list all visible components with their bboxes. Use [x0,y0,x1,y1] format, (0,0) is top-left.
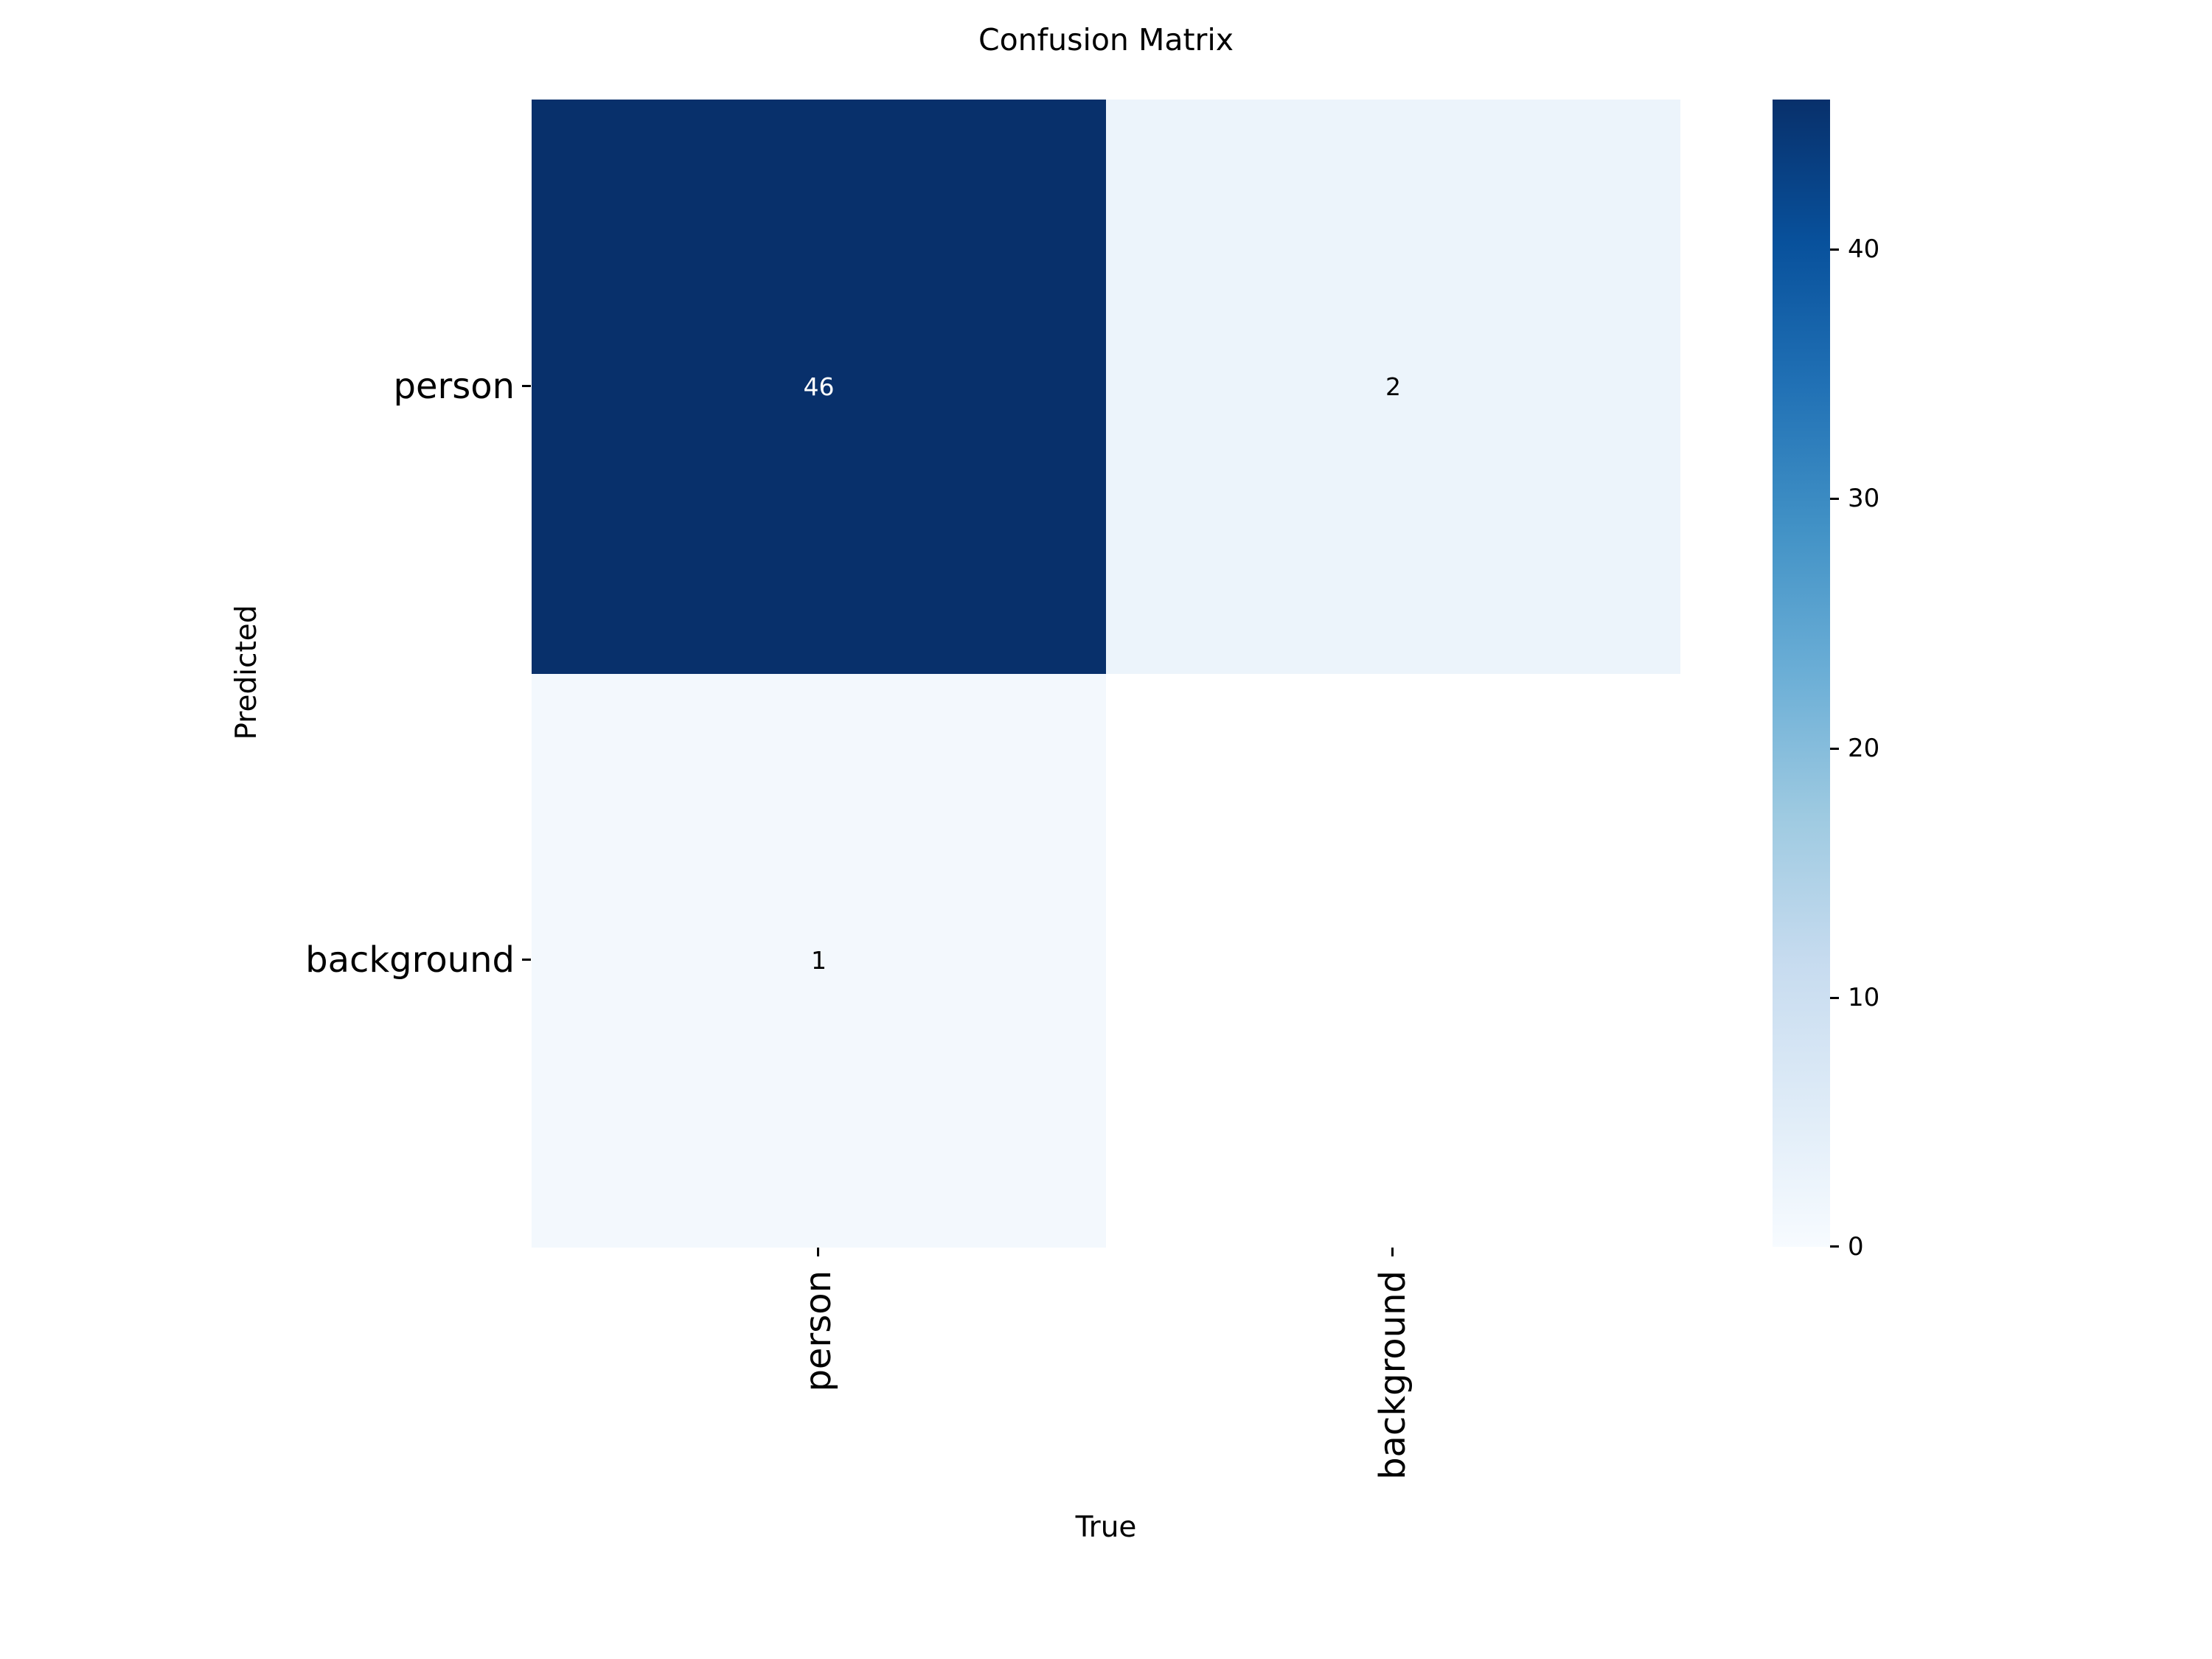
confusion-matrix-heatmap: 46 2 1 [532,100,1680,1248]
colorbar-tick-mark [1830,498,1839,500]
heatmap-cell-true-background-pred-person: 2 [1106,100,1680,674]
colorbar-tick-label-40: 40 [1848,234,1880,264]
colorbar-tick-label-30: 30 [1848,484,1880,513]
ytick-label-background: background [305,939,515,981]
colorbar-tick-label-20: 20 [1848,734,1880,763]
cell-annotation: 2 [1385,372,1401,401]
cell-annotation: 1 [811,946,827,975]
colorbar-tick-label-10: 10 [1848,983,1880,1012]
heatmap-cell-true-person-pred-background: 1 [532,673,1106,1248]
ytick-mark [522,385,531,387]
heatmap-cell-true-person-pred-person: 46 [532,100,1106,674]
heatmap-cell-true-background-pred-background [1106,673,1680,1248]
colorbar-tick-mark [1830,248,1839,251]
xtick-mark [817,1248,819,1256]
x-axis-label: True [1075,1511,1137,1544]
ytick-mark [522,959,531,961]
colorbar-tick-mark [1830,748,1839,750]
y-axis-label: Predicted [230,605,263,740]
colorbar-tick-label-0: 0 [1848,1232,1864,1262]
xtick-mark [1391,1248,1394,1256]
ytick-label-person: person [393,366,515,407]
chart-title: Confusion Matrix [978,22,1234,58]
colorbar-tick-mark [1830,997,1839,999]
colorbar-tick-mark [1830,1245,1839,1248]
cell-annotation: 46 [803,372,835,401]
colorbar [1773,100,1830,1247]
